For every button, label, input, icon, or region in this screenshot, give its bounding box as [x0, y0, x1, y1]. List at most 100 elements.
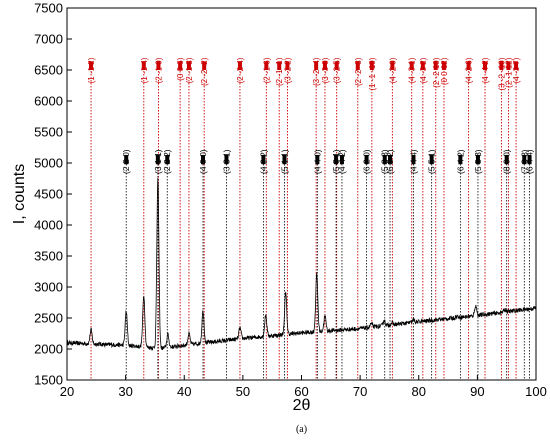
red-reflection-label: (4 -3 7): [512, 57, 521, 83]
red-reflection-lines: [89, 61, 519, 380]
black-reflection-label: (3 1 1): [153, 149, 163, 174]
x-tick-label: 60: [294, 384, 308, 399]
black-reflection-label: (5 5 3): [473, 149, 483, 174]
y-tick-label: 7500: [34, 1, 63, 16]
red-reflection-marker: [314, 61, 319, 70]
y-tick-label: 2000: [34, 342, 63, 357]
plot-area: (1 -1 2) (1 -1 4) (2 -1 0) (0 0 6) (2 -1 3) (…: [66, 57, 537, 380]
black-reflection-marker: [124, 154, 129, 165]
red-reflection-label: (1 -1 4): [140, 57, 149, 83]
red-reflection-label: (0 0 12): [440, 57, 449, 85]
x-tick-label: 80: [412, 384, 426, 399]
red-reflection-label: (4 -4 2): [481, 57, 490, 83]
x-tick-label: 70: [353, 384, 367, 399]
red-reflection-label: (2 -1 12): [504, 57, 513, 88]
black-reflection-label: (5 5 1): [427, 149, 437, 174]
black-reflection-marker: [522, 154, 527, 165]
red-reflection-label: (3 -2 -10): [497, 57, 506, 90]
red-reflection-marker: [514, 61, 519, 70]
x-axis-ticks: 20 30 40 50 60 70 80 90 100: [60, 375, 547, 399]
red-reflection-label: (4 -3 1): [408, 57, 417, 83]
red-reflection-marker: [322, 61, 327, 70]
red-reflection-marker: [482, 61, 487, 70]
red-reflection-label: (2 -1 0): [154, 57, 163, 83]
y-axis-title: I, counts: [11, 164, 28, 224]
black-reflection-label: (4 0 0): [198, 149, 208, 174]
red-reflection-marker: [202, 61, 207, 70]
red-reflection-marker: [355, 61, 360, 70]
red-reflection-label: (1 -1 -10): [368, 57, 377, 90]
black-reflection-marker: [382, 154, 387, 165]
red-reflection-label: (4 -3 2): [419, 57, 428, 83]
x-tick-label: 100: [525, 384, 547, 399]
red-reflection-label: (2 -1 3): [185, 57, 194, 83]
black-reflection-marker: [315, 154, 320, 165]
black-reflection-marker: [334, 154, 339, 165]
black-reflection-label: (5 3 1): [331, 149, 341, 174]
red-reflection-label: (2 -2 4): [236, 57, 245, 83]
black-reflection-label: (6 4 4): [525, 149, 535, 174]
black-reflection-lines: [124, 154, 532, 380]
black-reflection-marker: [165, 154, 170, 165]
red-reflection-marker: [409, 61, 414, 70]
red-reflection-label: (3 -3 0): [321, 57, 330, 83]
x-tick-label: 90: [470, 384, 484, 399]
black-reflection-label: (7 3 3): [519, 149, 529, 174]
black-reflection-marker: [261, 154, 266, 165]
red-reflection-marker: [141, 61, 146, 70]
red-reflection-marker: [334, 61, 339, 70]
red-reflection-marker: [277, 61, 282, 70]
black-reflection-label: (6 2 0): [362, 149, 372, 174]
red-reflection-marker: [499, 61, 504, 70]
black-reflection-marker: [282, 154, 287, 165]
black-reflection-marker: [458, 154, 463, 165]
x-tick-label: 30: [118, 384, 132, 399]
black-reflection-label: (2 2 2): [162, 149, 172, 174]
red-reflection-marker: [506, 61, 511, 70]
black-reflection-marker: [155, 154, 160, 165]
black-reflection-marker: [429, 154, 434, 165]
red-reflection-label: (2 -1 -1): [275, 57, 284, 86]
black-reflection-marker: [411, 154, 416, 165]
red-reflection-marker: [433, 61, 438, 70]
red-reflection-marker: [369, 61, 374, 70]
y-tick-label: 5500: [34, 125, 63, 140]
red-reflection-label: (4 -2 0): [388, 57, 397, 83]
black-reflection-label: (6 2 2): [385, 149, 395, 174]
black-reflection-label: (4 4 0): [312, 149, 322, 174]
x-tick-label: 20: [60, 384, 74, 399]
red-reflection-label: (0 0 6): [176, 57, 185, 80]
red-reflection-label: (2 -2 10): [432, 57, 441, 88]
black-reflection-labels: (2 2 0) (3 1 1) (2 2 2) (4 0 0) (3 3 1) (4 2 …: [121, 149, 534, 174]
red-reflection-label: (2 -2 -2): [200, 57, 209, 86]
black-reflection-label: (5 3 3): [380, 149, 390, 174]
red-reflection-labels: (1 -1 2) (1 -1 4) (2 -1 0) (0 0 6) (2 -1 3) (…: [87, 57, 521, 90]
y-tick-label: 1500: [34, 373, 63, 388]
black-reflection-marker: [475, 154, 480, 165]
red-reflection-label: (3 -2 5): [333, 57, 342, 83]
black-reflection-marker: [339, 154, 344, 165]
black-reflection-label: (8 0 0): [502, 149, 512, 174]
red-reflection-label: (2 -2 -8): [354, 57, 363, 86]
red-reflection-marker: [89, 61, 94, 70]
black-reflection-label: (4 4 4): [408, 149, 418, 174]
y-tick-label: 3000: [34, 280, 63, 295]
red-reflection-label: (3 -2 -4): [312, 57, 321, 86]
black-reflection-label: (4 4 2): [337, 149, 347, 174]
black-reflection-marker: [201, 154, 206, 165]
red-reflection-marker: [156, 61, 161, 70]
y-tick-label: 7000: [34, 32, 63, 47]
black-reflection-label: (5 1 1): [279, 149, 289, 174]
black-reflection-marker: [388, 154, 393, 165]
y-tick-label: 6000: [34, 94, 63, 109]
y-tick-label: 5000: [34, 156, 63, 171]
diffraction-pattern-line: [66, 177, 537, 352]
red-reflection-marker: [466, 61, 471, 70]
red-reflection-marker: [420, 61, 425, 70]
black-reflection-marker: [527, 154, 532, 165]
y-axis-ticks: 1500 2000 2500 3000 3500 4000 4500 5000 5500 6000…: [34, 1, 72, 388]
red-reflection-marker: [285, 61, 290, 70]
red-reflection-marker: [186, 61, 191, 70]
